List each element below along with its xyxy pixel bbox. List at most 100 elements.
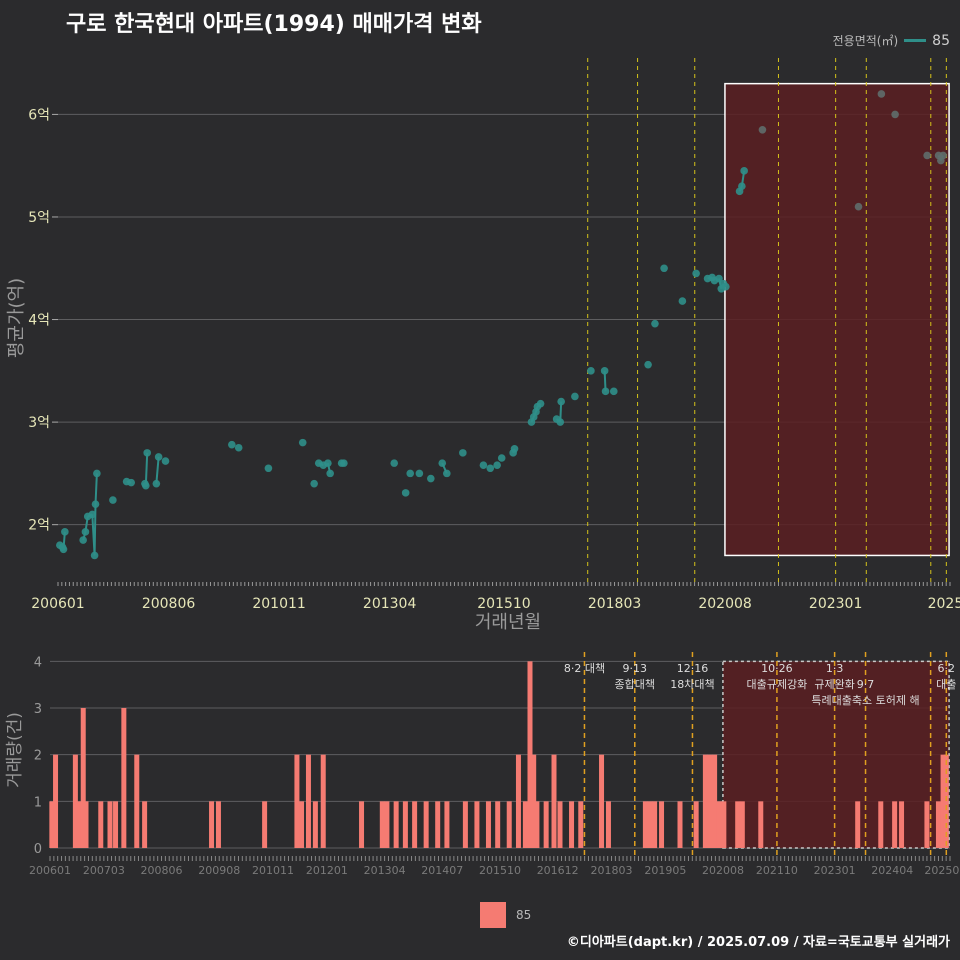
volume-bar bbox=[735, 801, 741, 848]
bar-x-tick-label: 201407 bbox=[421, 864, 463, 877]
policy-annotation: 특례대출축소 토허제 해 bbox=[811, 693, 919, 707]
policy-annotation: 종합대책 bbox=[615, 678, 655, 691]
price-point bbox=[228, 440, 236, 449]
price-point bbox=[406, 469, 415, 478]
bar-x-tick-label: 202301 bbox=[814, 864, 856, 877]
volume-bar bbox=[379, 801, 385, 848]
y-tick-label: 5억 bbox=[28, 210, 50, 226]
volume-bar bbox=[72, 754, 78, 848]
price-point bbox=[536, 399, 545, 408]
price-point bbox=[660, 264, 668, 273]
price-point bbox=[600, 367, 609, 375]
x-tick-label: 201011 bbox=[252, 596, 305, 612]
bar-x-tick-label: 200601 bbox=[29, 864, 71, 877]
volume-bar bbox=[142, 801, 148, 848]
price-point bbox=[326, 469, 334, 478]
price-point bbox=[438, 459, 447, 467]
volume-bar bbox=[77, 801, 83, 848]
price-point bbox=[443, 469, 451, 478]
volume-bar bbox=[569, 801, 575, 848]
volume-bar bbox=[599, 754, 605, 848]
volume-bar bbox=[423, 801, 429, 848]
source-footer: ©디아파트(dapt.kr) / 2025.07.09 / 자료=국토교통부 실… bbox=[566, 935, 950, 950]
price-point bbox=[401, 489, 410, 497]
price-point bbox=[93, 469, 101, 478]
volume-bar bbox=[495, 801, 501, 848]
policy-annotation: 6·2 bbox=[938, 662, 956, 675]
price-point bbox=[556, 418, 565, 426]
price-point bbox=[415, 469, 424, 478]
policy-annotation: 대출규제강화 bbox=[747, 678, 808, 691]
volume-bar bbox=[642, 801, 648, 848]
x-tick-label: 201510 bbox=[477, 596, 530, 612]
page-title: 구로 한국현대 아파트(1994) 매매가격 변화 bbox=[66, 12, 482, 37]
volume-bar bbox=[299, 801, 305, 848]
price-point bbox=[493, 461, 501, 469]
legend: 전용면적(㎡) 85 bbox=[833, 32, 950, 49]
volume-bar bbox=[551, 754, 557, 848]
bar-x-tick-label: 201803 bbox=[591, 864, 633, 877]
volume-bar bbox=[693, 801, 699, 848]
policy-annotation: 대출 bbox=[936, 678, 956, 691]
price-point bbox=[510, 444, 519, 453]
volume-bar bbox=[83, 801, 89, 848]
volume-bar bbox=[113, 801, 119, 848]
bar-y-tick-label: 0 bbox=[34, 842, 42, 857]
bar-y-tick-label: 1 bbox=[34, 795, 42, 810]
price-point bbox=[692, 269, 700, 278]
price-point bbox=[601, 387, 610, 396]
volume-bar bbox=[134, 754, 140, 848]
volume-bar bbox=[527, 661, 533, 848]
y-tick-label: 4억 bbox=[28, 313, 50, 329]
bar-x-tick-label: 201612 bbox=[537, 864, 579, 877]
volume-bar bbox=[435, 801, 441, 848]
volume-bar bbox=[209, 801, 215, 848]
volume-bar bbox=[474, 801, 480, 848]
price-point bbox=[390, 459, 399, 467]
price-point bbox=[161, 457, 170, 465]
price-point bbox=[678, 297, 687, 305]
price-point bbox=[143, 449, 151, 457]
volume-bar bbox=[393, 801, 399, 848]
price-point bbox=[427, 474, 435, 483]
bar-y-tick-label: 2 bbox=[34, 749, 42, 764]
price-point bbox=[88, 510, 97, 519]
price-point bbox=[877, 90, 886, 98]
bar-x-tick-label: 200908 bbox=[198, 864, 240, 877]
volume-bar bbox=[412, 801, 418, 848]
policy-annotation: 18차대책 bbox=[670, 678, 714, 691]
price-point bbox=[722, 282, 730, 291]
price-point bbox=[891, 110, 899, 119]
volume-bar bbox=[578, 801, 584, 848]
bar-x-tick-label: 202008 bbox=[702, 864, 744, 877]
volume-bar bbox=[712, 754, 718, 848]
legend-title: 전용면적(㎡) bbox=[832, 34, 899, 48]
price-point bbox=[81, 528, 90, 536]
volume-bar bbox=[485, 801, 491, 848]
volume-bar bbox=[320, 754, 326, 848]
price-point bbox=[340, 459, 348, 467]
price-point bbox=[142, 481, 150, 490]
volume-bar bbox=[49, 801, 55, 848]
volume-bar bbox=[534, 801, 540, 848]
price-point bbox=[609, 387, 618, 396]
price-point bbox=[152, 479, 161, 488]
bar-x-tick-label: 200703 bbox=[83, 864, 125, 877]
price-point bbox=[459, 449, 467, 457]
bottom-legend-label: 85 bbox=[516, 908, 532, 922]
x-tick-label: 201803 bbox=[588, 596, 641, 612]
volume-bar bbox=[359, 801, 365, 848]
bar-x-tick-label: 202110 bbox=[756, 864, 798, 877]
volume-bar bbox=[943, 754, 949, 848]
volume-bar bbox=[878, 801, 884, 848]
volume-bar bbox=[652, 801, 658, 848]
volume-bar bbox=[892, 801, 898, 848]
price-point bbox=[310, 479, 318, 488]
policy-annotation: 규제완화 bbox=[814, 678, 854, 691]
price-point bbox=[738, 182, 746, 191]
bar-x-tick-label: 201304 bbox=[364, 864, 406, 877]
volume-bar bbox=[899, 801, 905, 848]
x-tick-label: 2025 bbox=[928, 596, 960, 612]
volume-bar bbox=[702, 754, 708, 848]
